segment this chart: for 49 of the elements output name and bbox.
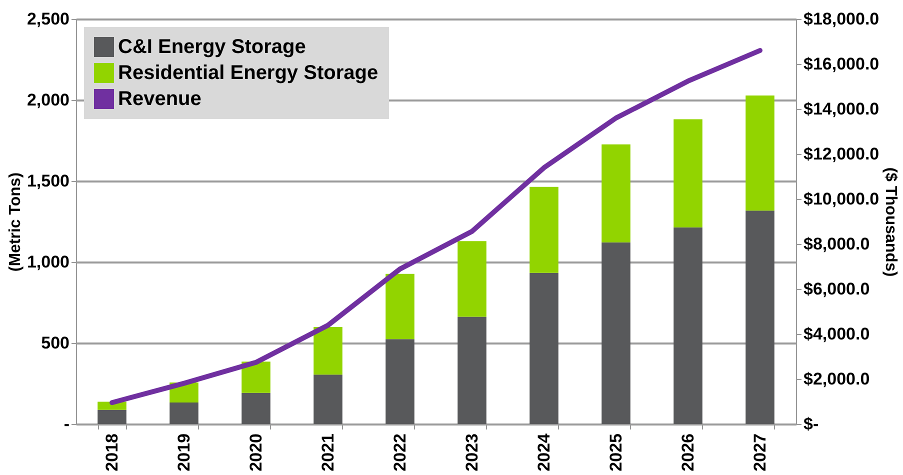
bar — [674, 119, 702, 228]
bar — [602, 242, 630, 424]
y-tick-label: 500 — [41, 334, 70, 352]
bar — [386, 274, 414, 340]
x-tick-label: 2025 — [606, 434, 626, 472]
y2-tick-label: $2,000.0 — [804, 370, 870, 388]
y2-tick-label: $8,000.0 — [804, 234, 870, 254]
x-tick-label: 2024 — [534, 432, 554, 472]
y2-tick-label: $14,000.0 — [804, 100, 880, 118]
y2-tick-label: $18,000.0 — [804, 10, 880, 28]
y2-tick-label: $- — [804, 414, 819, 434]
bar — [530, 186, 558, 273]
bar — [170, 402, 198, 424]
y-tick-label: - — [64, 414, 70, 434]
x-tick-label: 2026 — [678, 434, 698, 472]
y2-tick-label: $4,000.0 — [804, 324, 870, 344]
x-tick-label: 2019 — [174, 434, 194, 472]
x-tick-label: 2027 — [750, 434, 770, 472]
bar — [602, 144, 630, 242]
bar — [98, 410, 126, 424]
y-tick-label: 1,000 — [26, 252, 70, 272]
bar — [746, 95, 774, 211]
legend-label: Revenue — [118, 88, 202, 110]
y-tick-label: 2,500 — [26, 10, 70, 28]
bar — [242, 362, 270, 393]
bar — [386, 339, 414, 424]
bar — [674, 227, 702, 424]
legend-label: Residential Energy Storage — [118, 62, 378, 84]
bar — [242, 392, 270, 424]
y2-tick-label: $10,000.0 — [804, 190, 880, 208]
bar — [314, 326, 342, 375]
x-tick-label: 2018 — [102, 434, 122, 472]
legend-label: C&I Energy Storage — [118, 36, 306, 58]
bar — [458, 241, 486, 317]
x-tick-label: 2020 — [246, 434, 266, 472]
x-tick-label: 2022 — [390, 434, 410, 472]
bar — [314, 374, 342, 424]
y2-tick-label: $6,000.0 — [804, 280, 870, 298]
y-axis-title: (Metric Tons) — [6, 172, 24, 272]
y2-axis-title: ($ Thousands) — [882, 167, 900, 277]
bar — [530, 272, 558, 424]
x-tick-label: 2021 — [318, 434, 338, 472]
y2-tick-label: $12,000.0 — [804, 144, 880, 164]
y-tick-label: 1,500 — [26, 172, 70, 190]
y-tick-label: 2,000 — [26, 90, 70, 110]
bar — [746, 210, 774, 424]
x-tick-label: 2023 — [462, 434, 482, 472]
bar — [458, 316, 486, 424]
y2-tick-label: $16,000.0 — [804, 54, 880, 74]
